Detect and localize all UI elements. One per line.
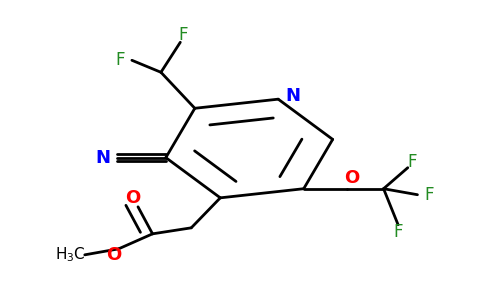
Text: H$_3$C: H$_3$C [55, 245, 86, 264]
Text: O: O [125, 189, 141, 207]
Text: N: N [95, 148, 110, 166]
Text: N: N [285, 87, 300, 105]
Text: F: F [393, 223, 403, 241]
Text: F: F [115, 51, 124, 69]
Text: O: O [345, 169, 360, 187]
Text: F: F [178, 26, 187, 44]
Text: O: O [106, 246, 121, 264]
Text: F: F [425, 186, 434, 204]
Text: F: F [408, 153, 417, 171]
